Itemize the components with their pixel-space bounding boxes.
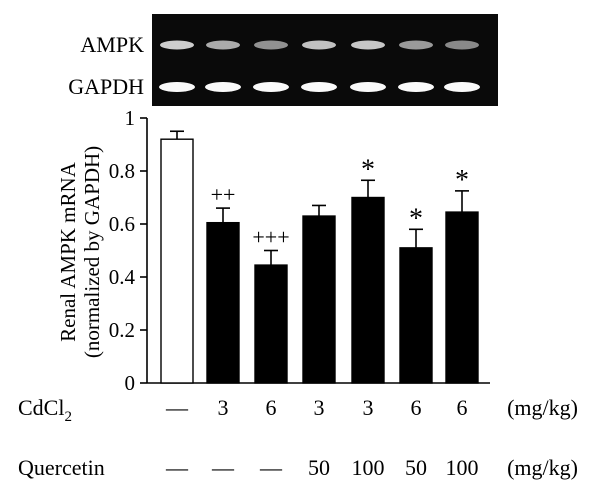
significance-mark: ++ xyxy=(211,182,236,207)
bar xyxy=(206,221,240,384)
y-tick-label: 0.8 xyxy=(109,159,135,183)
ampk-band xyxy=(254,40,288,50)
table-cell: — xyxy=(211,455,235,480)
significance-mark: * xyxy=(361,154,375,185)
significance-annotations: +++++*** xyxy=(211,154,469,249)
table-cell: — xyxy=(165,455,189,480)
ampk-band xyxy=(445,40,479,50)
gapdh-band xyxy=(444,82,480,92)
gapdh-band xyxy=(301,82,337,92)
table-cell: 100 xyxy=(352,455,385,480)
gapdh-band xyxy=(398,82,434,92)
bar xyxy=(160,138,194,384)
table-cell: 100 xyxy=(446,455,479,480)
row-cdcl2-cells: — 3 6 3 3 6 6 xyxy=(165,395,468,420)
y-axis-title: Renal AMPK mRNA (normalized by GAPDH) xyxy=(56,146,104,358)
y-tick-label: 0.2 xyxy=(109,318,135,342)
gapdh-band xyxy=(205,82,241,92)
gapdh-bands xyxy=(159,82,480,92)
table-cell: 50 xyxy=(308,455,330,480)
gapdh-band xyxy=(159,82,195,92)
bar-chart: 00.20.40.60.81 +++++*** Renal AMPK mRNA … xyxy=(56,106,490,395)
ampk-band xyxy=(399,40,433,50)
blot-label-ampk: AMPK xyxy=(80,32,144,57)
significance-mark: * xyxy=(409,203,423,234)
treatment-table: CdCl2 Quercetin — 3 6 3 3 6 6 — — — 50 100 50 100 (m… xyxy=(18,395,578,480)
table-cell: 3 xyxy=(363,395,374,420)
y-tick-label: 1 xyxy=(125,106,136,130)
error-bars xyxy=(170,130,469,266)
ampk-bands xyxy=(160,40,479,50)
bar xyxy=(445,211,479,384)
bar xyxy=(254,264,288,384)
table-cell: — xyxy=(165,395,189,420)
table-cell: 50 xyxy=(405,455,427,480)
y-axis-label-line2: (normalized by GAPDH) xyxy=(80,146,104,358)
blot-panel: AMPK GAPDH xyxy=(68,14,498,106)
ampk-band xyxy=(160,40,194,50)
bars xyxy=(160,138,479,384)
significance-mark: * xyxy=(455,165,469,196)
y-tick-label: 0.4 xyxy=(109,265,136,289)
table-cell: 3 xyxy=(314,395,325,420)
blot-label-gapdh: GAPDH xyxy=(68,74,144,99)
significance-mark: +++ xyxy=(252,225,289,250)
gapdh-band xyxy=(350,82,386,92)
ampk-band xyxy=(206,40,240,50)
bar xyxy=(351,196,385,384)
bar xyxy=(302,215,336,384)
y-axis-label-line1: Renal AMPK mRNA xyxy=(56,161,80,342)
row-label-quercetin: Quercetin xyxy=(18,455,105,480)
gapdh-band xyxy=(253,82,289,92)
row-label-cdcl2: CdCl2 xyxy=(18,395,72,425)
table-cell: 6 xyxy=(266,395,277,420)
table-cell: — xyxy=(259,455,283,480)
row-unit-quercetin: (mg/kg) xyxy=(507,455,578,480)
ampk-band xyxy=(302,40,336,50)
y-tick-label: 0 xyxy=(125,371,136,395)
table-cell: 3 xyxy=(218,395,229,420)
y-tick-label: 0.6 xyxy=(109,212,135,236)
row-unit-cdcl2: (mg/kg) xyxy=(507,395,578,420)
blot-background xyxy=(152,14,498,106)
row-quercetin-cells: — — — 50 100 50 100 xyxy=(165,455,479,480)
bar xyxy=(399,247,433,384)
table-cell: 6 xyxy=(411,395,422,420)
ampk-band xyxy=(351,40,385,50)
table-cell: 6 xyxy=(457,395,468,420)
